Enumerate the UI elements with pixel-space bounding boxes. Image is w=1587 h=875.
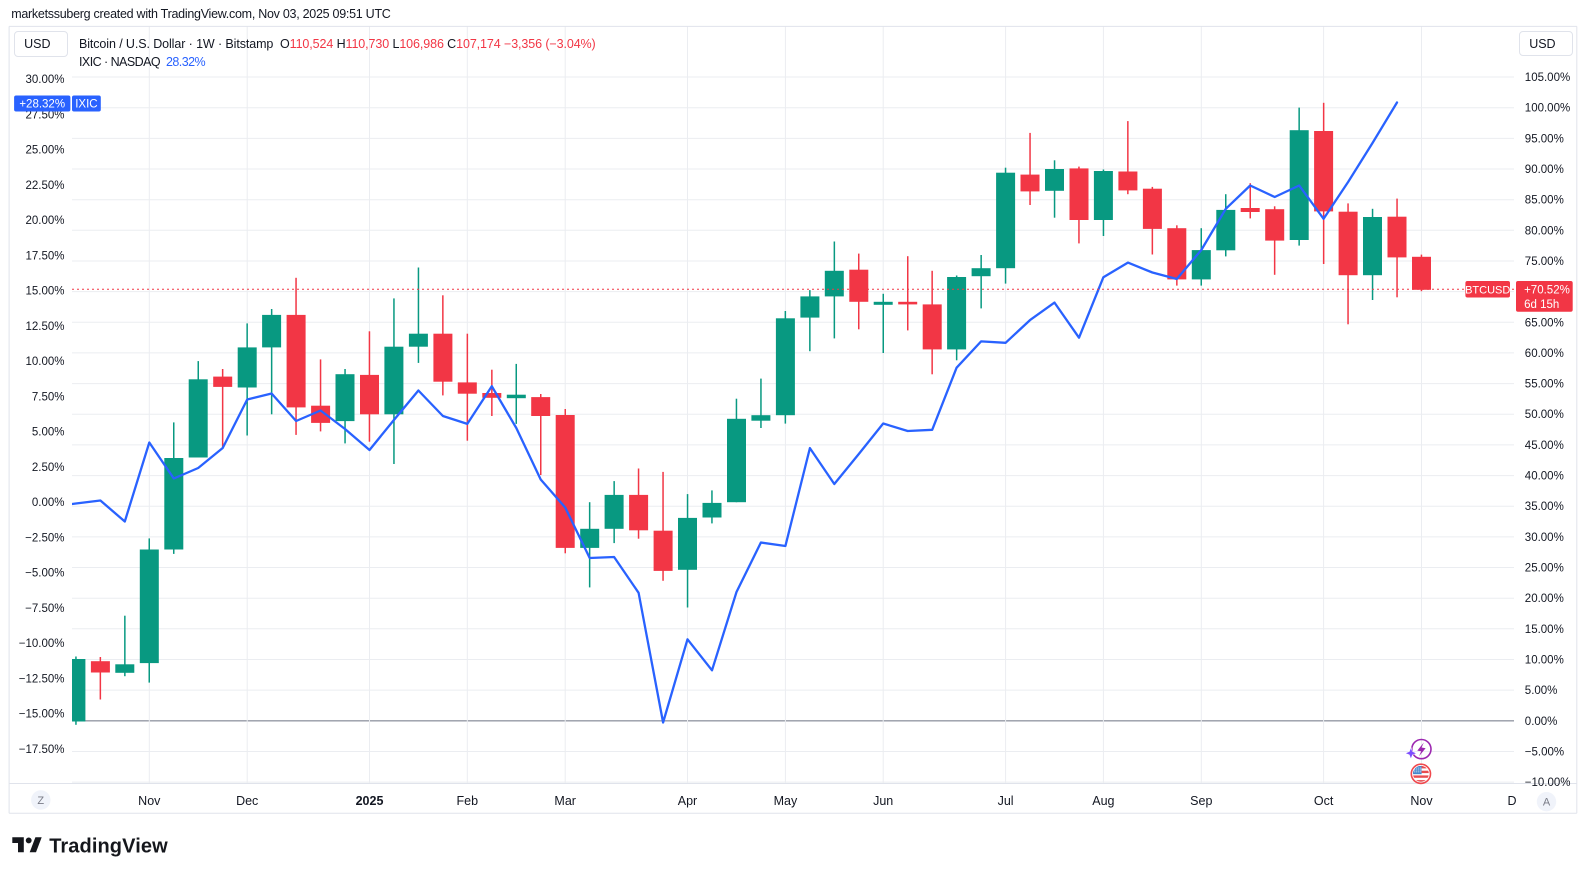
svg-text:30.00%: 30.00% bbox=[1525, 532, 1564, 544]
svg-text:Aug: Aug bbox=[1092, 794, 1114, 808]
svg-text:May: May bbox=[774, 794, 798, 808]
svg-text:27.50%: 27.50% bbox=[25, 109, 64, 121]
svg-text:20.00%: 20.00% bbox=[1525, 593, 1564, 605]
svg-text:Nov: Nov bbox=[1410, 794, 1433, 808]
svg-text:BTCUSD: BTCUSD bbox=[1465, 284, 1510, 296]
svg-text:7.50%: 7.50% bbox=[32, 391, 65, 403]
svg-text:Sep: Sep bbox=[1190, 794, 1212, 808]
svg-text:Feb: Feb bbox=[457, 794, 479, 808]
svg-text:15.00%: 15.00% bbox=[25, 286, 64, 298]
svg-text:Oct: Oct bbox=[1314, 794, 1334, 808]
svg-text:17.50%: 17.50% bbox=[25, 250, 64, 262]
svg-text:100.00%: 100.00% bbox=[1525, 103, 1570, 115]
svg-text:A: A bbox=[1543, 797, 1551, 809]
svg-text:25.00%: 25.00% bbox=[25, 145, 64, 157]
svg-text:85.00%: 85.00% bbox=[1525, 195, 1564, 207]
svg-text:55.00%: 55.00% bbox=[1525, 379, 1564, 391]
svg-text:0.00%: 0.00% bbox=[1525, 716, 1558, 728]
svg-text:50.00%: 50.00% bbox=[1525, 409, 1564, 421]
svg-text:−10.00%: −10.00% bbox=[1525, 777, 1571, 789]
svg-text:D: D bbox=[1507, 794, 1516, 808]
svg-text:5.00%: 5.00% bbox=[1525, 685, 1558, 697]
svg-text:90.00%: 90.00% bbox=[1525, 164, 1564, 176]
svg-text:5.00%: 5.00% bbox=[32, 427, 65, 439]
svg-text:−5.00%: −5.00% bbox=[25, 568, 64, 580]
svg-text:6d 15h: 6d 15h bbox=[1524, 299, 1559, 311]
svg-text:Jun: Jun bbox=[873, 794, 893, 808]
svg-text:22.50%: 22.50% bbox=[25, 180, 64, 192]
svg-text:80.00%: 80.00% bbox=[1525, 225, 1564, 237]
svg-text:+28.32%: +28.32% bbox=[19, 99, 65, 111]
svg-text:15.00%: 15.00% bbox=[1525, 624, 1564, 636]
svg-text:Jul: Jul bbox=[998, 794, 1014, 808]
svg-text:−5.00%: −5.00% bbox=[1525, 747, 1564, 759]
svg-text:65.00%: 65.00% bbox=[1525, 317, 1564, 329]
svg-text:−2.50%: −2.50% bbox=[25, 532, 64, 544]
svg-text:2.50%: 2.50% bbox=[32, 462, 65, 474]
svg-text:Z: Z bbox=[37, 795, 44, 807]
svg-text:75.00%: 75.00% bbox=[1525, 256, 1564, 268]
svg-text:12.50%: 12.50% bbox=[25, 321, 64, 333]
svg-text:−15.00%: −15.00% bbox=[19, 709, 65, 721]
svg-text:40.00%: 40.00% bbox=[1525, 471, 1564, 483]
svg-text:30.00%: 30.00% bbox=[25, 74, 64, 86]
svg-text:−12.50%: −12.50% bbox=[19, 674, 65, 686]
svg-text:45.00%: 45.00% bbox=[1525, 440, 1564, 452]
svg-text:−10.00%: −10.00% bbox=[19, 638, 65, 650]
svg-text:TradingView: TradingView bbox=[49, 836, 168, 858]
svg-text:10.00%: 10.00% bbox=[1525, 655, 1564, 667]
svg-text:20.00%: 20.00% bbox=[25, 215, 64, 227]
svg-text:105.00%: 105.00% bbox=[1525, 72, 1570, 84]
svg-text:IXIC: IXIC bbox=[75, 99, 97, 111]
svg-text:Mar: Mar bbox=[554, 794, 576, 808]
svg-text:Nov: Nov bbox=[138, 794, 161, 808]
svg-text:−7.50%: −7.50% bbox=[25, 603, 64, 615]
svg-text:95.00%: 95.00% bbox=[1525, 133, 1564, 145]
svg-text:+70.52%: +70.52% bbox=[1524, 285, 1570, 297]
svg-text:10.00%: 10.00% bbox=[25, 356, 64, 368]
svg-text:−17.50%: −17.50% bbox=[19, 744, 65, 756]
svg-text:0.00%: 0.00% bbox=[32, 497, 65, 509]
svg-text:60.00%: 60.00% bbox=[1525, 348, 1564, 360]
svg-text:Apr: Apr bbox=[678, 794, 697, 808]
svg-text:2025: 2025 bbox=[356, 794, 384, 808]
svg-text:35.00%: 35.00% bbox=[1525, 501, 1564, 513]
svg-text:25.00%: 25.00% bbox=[1525, 563, 1564, 575]
svg-text:Dec: Dec bbox=[236, 794, 258, 808]
